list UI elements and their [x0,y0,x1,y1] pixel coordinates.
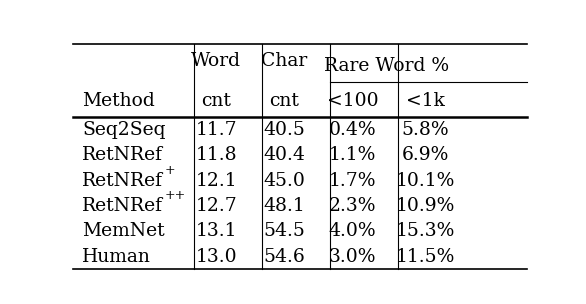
Text: 10.9%: 10.9% [396,197,455,215]
Text: 1.7%: 1.7% [329,172,376,190]
Text: cnt: cnt [202,92,231,110]
Text: Rare Word %: Rare Word % [324,57,449,75]
Text: 11.5%: 11.5% [396,248,455,266]
Text: ++: ++ [165,189,186,202]
Text: 40.5: 40.5 [264,121,305,139]
Text: <1k: <1k [406,92,445,110]
Text: Word: Word [191,52,241,70]
Text: Method: Method [82,92,155,110]
Text: 45.0: 45.0 [264,172,305,190]
Text: 4.0%: 4.0% [329,222,376,240]
Text: Char: Char [261,52,308,70]
Text: cnt: cnt [270,92,299,110]
Text: 0.4%: 0.4% [329,121,376,139]
Text: 40.4: 40.4 [264,146,305,164]
Text: 2.3%: 2.3% [329,197,376,215]
Text: 6.9%: 6.9% [401,146,449,164]
Text: RetNRef: RetNRef [82,146,163,164]
Text: 1.1%: 1.1% [329,146,376,164]
Text: Seq2Seq: Seq2Seq [82,121,166,139]
Text: 12.7: 12.7 [196,197,237,215]
Text: 3.0%: 3.0% [329,248,376,266]
Text: Human: Human [82,248,151,266]
Text: <100: <100 [327,92,379,110]
Text: 11.8: 11.8 [196,146,237,164]
Text: 12.1: 12.1 [196,172,237,190]
Text: 13.0: 13.0 [196,248,237,266]
Text: 5.8%: 5.8% [401,121,449,139]
Text: RetNRef: RetNRef [82,197,163,215]
Text: 15.3%: 15.3% [396,222,455,240]
Text: 10.1%: 10.1% [396,172,455,190]
Text: 54.5: 54.5 [264,222,305,240]
Text: 48.1: 48.1 [264,197,305,215]
Text: RetNRef: RetNRef [82,172,163,190]
Text: 13.1: 13.1 [196,222,237,240]
Text: 11.7: 11.7 [196,121,237,139]
Text: +: + [165,164,175,177]
Text: MemNet: MemNet [82,222,165,240]
Text: 54.6: 54.6 [264,248,305,266]
